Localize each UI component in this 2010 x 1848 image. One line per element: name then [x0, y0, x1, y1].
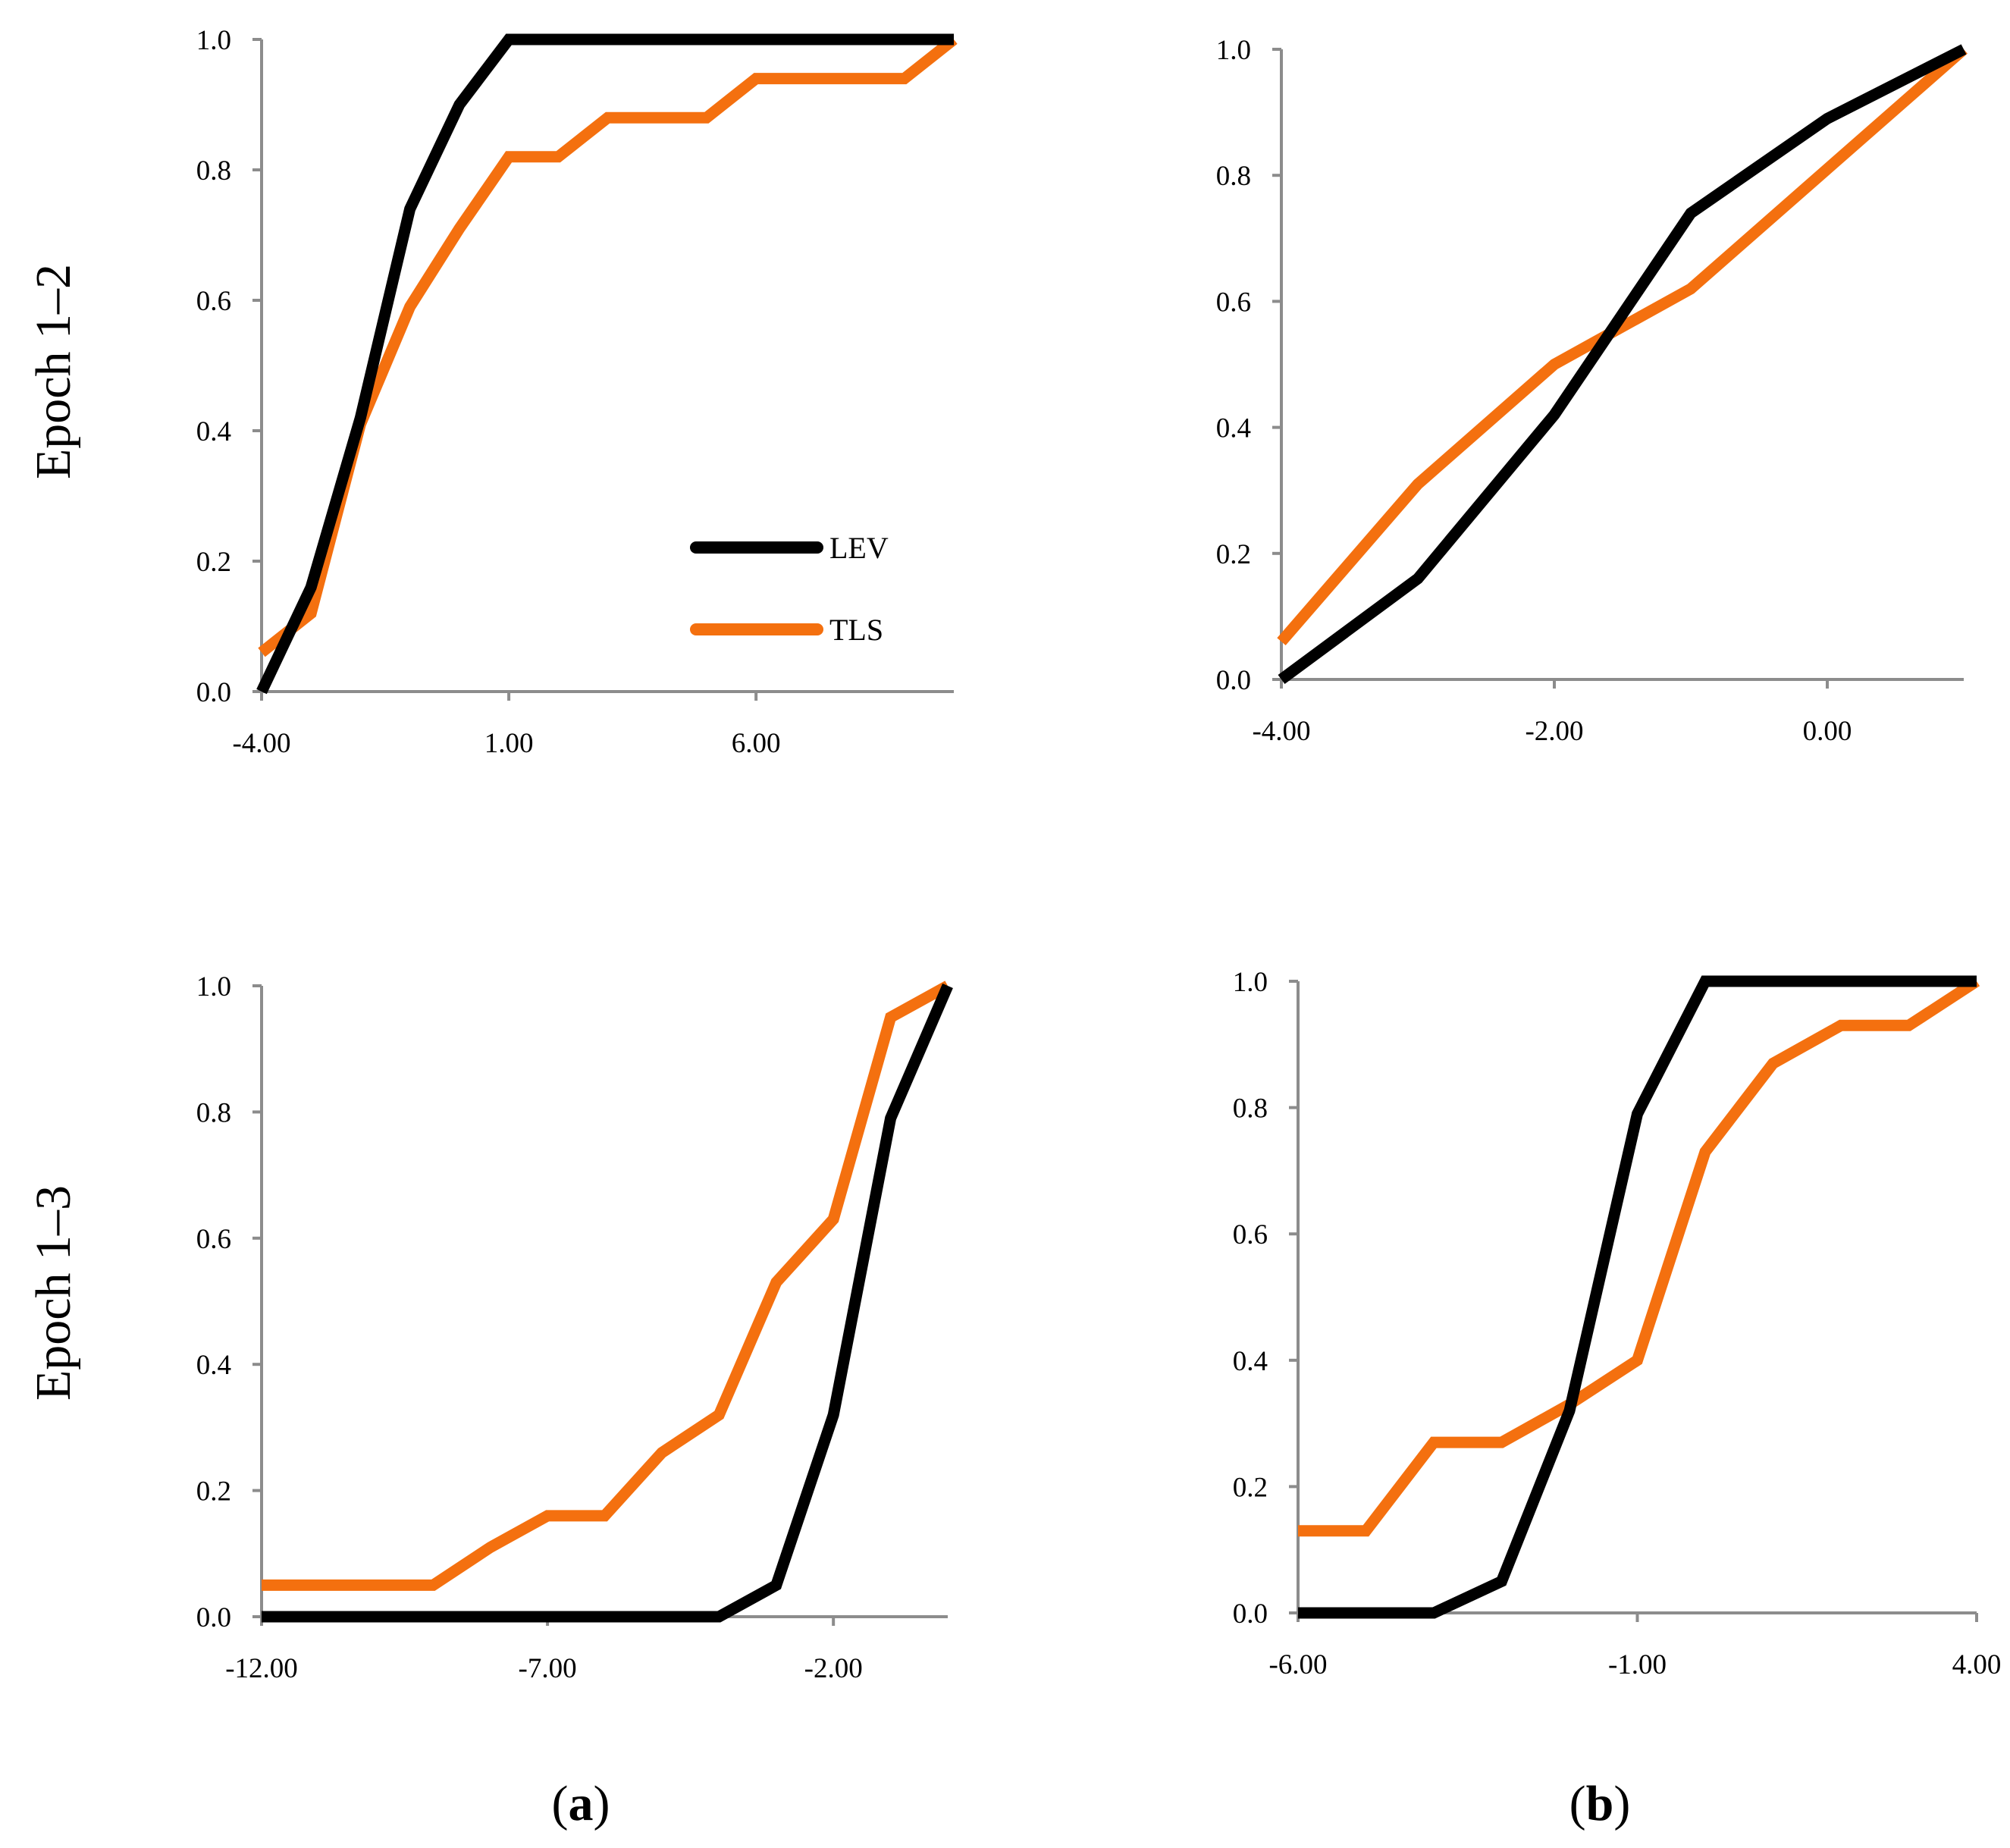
x-tick-label: -7.00: [519, 1653, 577, 1684]
y-tick-label: 1.0: [1216, 35, 1251, 66]
y-tick-label: 0.2: [1233, 1472, 1268, 1503]
caption-b: (b): [1569, 1776, 1631, 1831]
y-tick-label: 0.6: [1233, 1219, 1268, 1250]
x-tick-label: 0.00: [1803, 716, 1852, 747]
caption-a: (a): [552, 1776, 610, 1831]
y-tick-label: 0.8: [1233, 1093, 1268, 1125]
y-tick-label: 0.2: [196, 547, 231, 578]
series-line-lev: [1298, 975, 1977, 1619]
panel-a-top: 0.0 0.2 0.4 0.6 0.8 1.0 -4.00 1.00 6.00: [196, 25, 958, 759]
y-tick-label: 0.4: [196, 1350, 231, 1381]
row-label-epoch-1-2: Epoch 1–2: [26, 264, 81, 479]
x-tick-label: -12.00: [225, 1653, 298, 1684]
x-tick-label: -4.00: [1252, 716, 1310, 747]
y-tick-label: 0.0: [1216, 665, 1251, 696]
y-tick-label: 0.8: [196, 1097, 231, 1128]
series-line-tls: [1277, 45, 1968, 646]
y-tick-label: 1.0: [196, 25, 231, 56]
y-tick-label: 0.4: [1233, 1346, 1268, 1377]
x-tick-label: -2.00: [1525, 716, 1583, 747]
series-line-tls: [262, 980, 951, 1591]
panel-b-top: 0.0 0.2 0.4 0.6 0.8 1.0 -4.00 -2.00 0.00: [1216, 35, 1968, 747]
x-tick-label: 6.00: [732, 728, 781, 759]
series-line-tls: [1298, 976, 1980, 1537]
x-tick-label: -2.00: [804, 1653, 863, 1684]
y-tick-label: 0.2: [1216, 539, 1251, 570]
y-tick-label: 0.0: [196, 1602, 231, 1633]
legend-label-lev: LEV: [829, 531, 889, 565]
x-tick-label: 4.00: [1952, 1649, 2002, 1680]
y-tick-label: 0.4: [196, 416, 231, 447]
panel-b-bottom: 0.0 0.2 0.4 0.6 0.8 1.0 -6.00 -1.00 4.00: [1233, 967, 2002, 1680]
y-tick-label: 0.4: [1216, 413, 1251, 444]
panel-a-bottom: 0.0 0.2 0.4 0.6 0.8 1.0 -12.00 -7.00 -2.00: [196, 971, 953, 1684]
y-tick-label: 0.0: [196, 677, 231, 708]
legend: LEV TLS: [690, 531, 889, 647]
row-label-epoch-1-3: Epoch 1–3: [26, 1185, 81, 1401]
y-tick-label: 0.6: [196, 286, 231, 317]
y-tick-label: 1.0: [196, 971, 231, 1002]
x-tick-label: -1.00: [1608, 1649, 1667, 1680]
y-tick-label: 0.8: [1216, 161, 1251, 192]
series-line-lev: [1278, 44, 1967, 685]
y-tick-label: 0.0: [1233, 1599, 1268, 1630]
y-tick-label: 0.2: [196, 1476, 231, 1508]
x-tick-label: -4.00: [232, 728, 290, 759]
series-line-lev: [256, 33, 954, 695]
x-tick-label: 1.00: [484, 728, 534, 759]
y-tick-label: 0.6: [1216, 287, 1251, 318]
y-tick-label: 0.6: [196, 1224, 231, 1255]
series-line-lev: [262, 984, 953, 1623]
legend-label-tls: TLS: [829, 613, 883, 647]
y-tick-label: 1.0: [1233, 967, 1268, 998]
x-tick-label: -6.00: [1268, 1649, 1327, 1680]
y-tick-label: 0.8: [196, 155, 231, 187]
series-line-tls: [258, 35, 958, 657]
